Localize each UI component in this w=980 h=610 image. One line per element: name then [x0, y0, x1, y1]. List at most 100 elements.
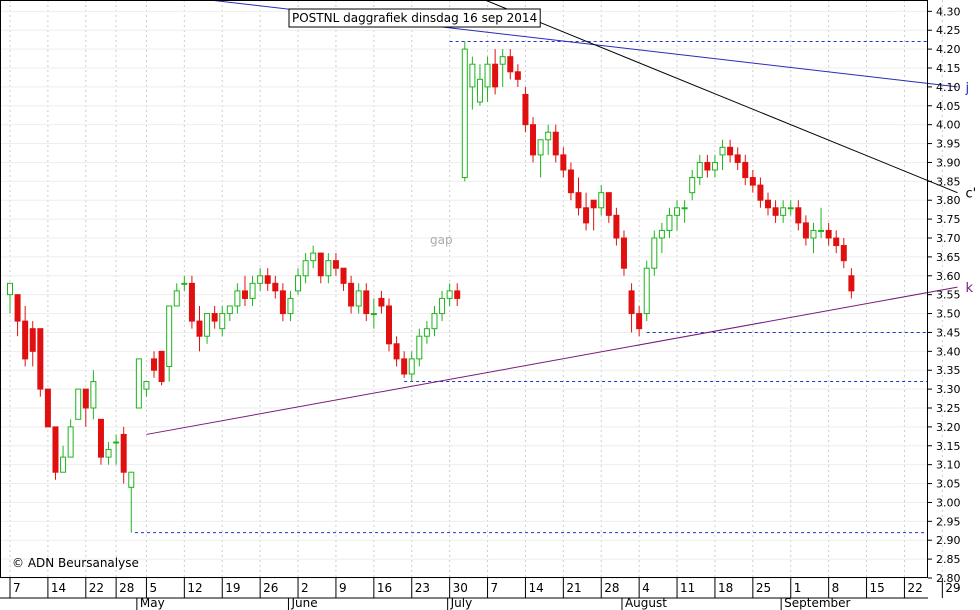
candle-body — [431, 313, 438, 330]
candle-body — [340, 267, 347, 284]
candle-body — [196, 320, 203, 337]
x-tick-label: 23 — [415, 581, 430, 595]
trendline-k — [146, 286, 958, 435]
candle-body — [522, 93, 529, 126]
y-tick-label: 3.15 — [936, 440, 961, 453]
chart-title: POSTNL daggrafiek dinsdag 16 sep 2014 — [292, 11, 537, 25]
y-tick-label: 4.20 — [936, 43, 961, 56]
candle-body — [560, 154, 567, 171]
y-tick-label: 3.35 — [936, 364, 961, 377]
candle-body — [423, 328, 430, 337]
candle-body — [241, 290, 248, 299]
candle-body — [279, 290, 286, 315]
x-tick-label: 22 — [89, 581, 104, 595]
candle-body — [575, 192, 582, 209]
candle-body — [840, 245, 847, 262]
candle-body — [173, 290, 180, 307]
y-tick-label: 4.05 — [936, 100, 961, 113]
x-tick-label: 7 — [491, 581, 499, 595]
y-tick-label: 2.85 — [936, 553, 961, 566]
candle-body — [810, 229, 817, 239]
candle-body — [499, 56, 506, 65]
x-tick-label: 14 — [51, 581, 66, 595]
y-tick-label: 3.40 — [936, 345, 961, 358]
candle-body — [44, 388, 51, 428]
candle-body — [636, 313, 643, 330]
x-tick-label: il — [0, 581, 1, 595]
candle-body — [264, 275, 271, 284]
candle-body — [484, 63, 491, 88]
plot-frame — [0, 0, 928, 578]
x-tick-label: 28 — [604, 581, 619, 595]
candle-body — [825, 229, 832, 239]
month-label: May — [140, 596, 165, 610]
month-label: July — [450, 596, 473, 610]
candle-body — [658, 229, 665, 239]
y-tick-label: 3.25 — [936, 402, 961, 415]
candle-body — [507, 56, 514, 73]
candle-body — [75, 388, 82, 420]
copyright-label: © ADN Beursanalyse — [12, 556, 139, 570]
candle-body — [552, 131, 559, 156]
x-tick-label: 2 — [301, 581, 309, 595]
trendline-cp — [483, 0, 958, 194]
y-tick-label: 4.10 — [936, 81, 961, 94]
candle-body — [727, 146, 734, 156]
y-tick-label: 3.05 — [936, 478, 961, 491]
candle-body — [325, 260, 332, 277]
candle-body — [143, 381, 150, 390]
candle-body — [249, 282, 256, 299]
candle-body — [90, 381, 97, 409]
candle-body — [386, 305, 392, 345]
x-tick-label: 22 — [907, 581, 922, 595]
candle-body — [848, 275, 855, 292]
candle-body — [802, 222, 809, 239]
candle-body — [29, 328, 36, 352]
candle-body — [757, 184, 764, 201]
candle-body — [7, 282, 13, 296]
y-tick-label: 3.55 — [936, 289, 961, 302]
x-tick-label: 14 — [528, 581, 543, 595]
y-tick-label: 3.80 — [936, 194, 961, 207]
candle-body — [818, 229, 825, 232]
month-label: June — [290, 596, 317, 610]
candle-body — [151, 358, 158, 371]
candle-body — [537, 139, 544, 156]
x-tick-label: 8 — [832, 581, 840, 595]
candle-body — [188, 282, 195, 322]
candle-body — [113, 441, 120, 444]
candle-body — [166, 305, 173, 367]
x-tick-label: 19 — [225, 581, 240, 595]
candle-body — [643, 267, 650, 315]
candle-body — [446, 290, 453, 299]
candle-body — [181, 282, 188, 285]
y-tick-label: 3.45 — [936, 326, 961, 339]
y-tick-label: 3.65 — [936, 251, 961, 264]
candle-body — [22, 320, 29, 360]
candle-body — [492, 63, 499, 88]
candle-body — [408, 358, 415, 375]
x-tick-label: 15 — [870, 581, 885, 595]
y-tick-label: 3.75 — [936, 213, 961, 226]
x-tick-label: 26 — [263, 581, 278, 595]
y-tick-label: 3.70 — [936, 232, 961, 245]
y-tick-label: 3.90 — [936, 156, 961, 169]
x-tick-label: 21 — [566, 581, 581, 595]
candle-body — [666, 214, 673, 231]
candle-body — [605, 192, 612, 216]
candle-body — [651, 237, 658, 269]
gap-label: gap — [430, 233, 453, 247]
candle-body — [226, 305, 233, 315]
y-tick-label: 4.25 — [936, 24, 961, 37]
y-tick-label: 3.00 — [936, 496, 961, 509]
x-tick-label: 12 — [187, 581, 202, 595]
candle-body — [749, 177, 756, 186]
candle-body — [14, 294, 21, 322]
candle-body — [135, 358, 142, 409]
candle-body — [302, 260, 309, 277]
trendline-label: c' — [966, 187, 977, 202]
candle-body — [696, 161, 703, 179]
candle-body — [476, 78, 483, 103]
candle-body — [681, 207, 688, 210]
